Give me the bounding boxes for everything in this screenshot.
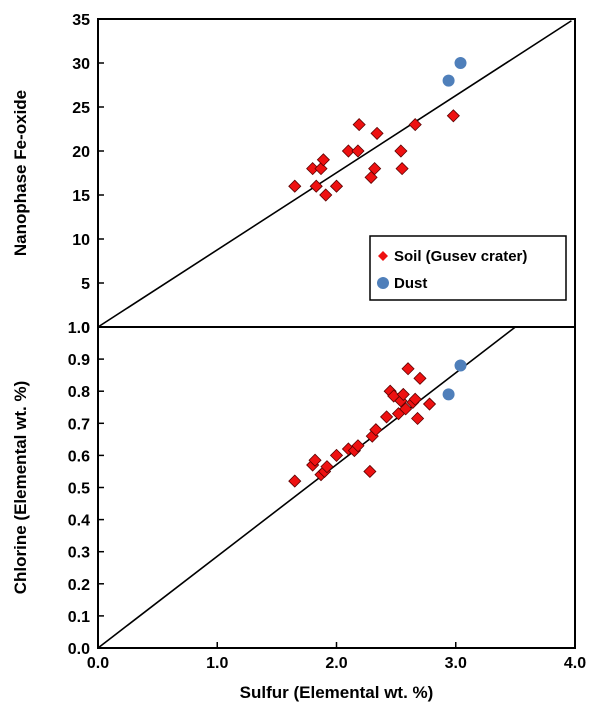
bottom-soil-point bbox=[411, 411, 425, 426]
top-soil-point bbox=[370, 126, 384, 140]
x-tick-label: 2.0 bbox=[325, 655, 347, 672]
top-y-tick-label: 30 bbox=[72, 56, 90, 73]
bottom-y-tick-label: 0.8 bbox=[68, 384, 90, 401]
top-soil-point bbox=[395, 162, 409, 176]
bottom-soil-point bbox=[422, 397, 437, 411]
top-y-axis: 0 5 10 15 20 25 30 35 bbox=[72, 12, 104, 337]
bottom-soil-point bbox=[288, 474, 302, 488]
bottom-y-tick-label: 0.5 bbox=[68, 481, 90, 498]
bottom-soil-point bbox=[380, 410, 394, 424]
bottom-y-tick-label: 0.4 bbox=[68, 513, 90, 530]
top-y-tick-label: 10 bbox=[72, 232, 90, 249]
legend-box bbox=[369, 235, 567, 301]
bottom-soil-point bbox=[413, 371, 427, 385]
bottom-soil-point bbox=[369, 423, 383, 437]
x-tick-label: 1.0 bbox=[206, 655, 228, 672]
top-dust-point bbox=[442, 74, 455, 87]
bottom-soil-point bbox=[329, 448, 344, 462]
top-soil-point bbox=[446, 109, 460, 123]
top-trend-line bbox=[97, 20, 572, 328]
bottom-soil-point bbox=[396, 387, 410, 401]
x-axis: 0.0 1.0 2.0 3.0 4.0 bbox=[87, 642, 586, 672]
bottom-soil-point bbox=[351, 439, 365, 453]
bottom-y-axis: 0.0 0.1 0.2 0.3 0.4 0.5 0.6 0.7 0.8 0.9 1.0 bbox=[68, 320, 104, 658]
bottom-y-tick-label: 0.0 bbox=[68, 641, 90, 658]
top-soil-point bbox=[319, 188, 333, 202]
top-y-tick-label: 35 bbox=[72, 12, 90, 29]
top-soil-point bbox=[341, 144, 355, 158]
top-soil-point bbox=[368, 162, 382, 176]
bottom-y-tick-label: 0.2 bbox=[68, 577, 90, 594]
top-soil-point bbox=[288, 179, 302, 193]
x-axis-title: Sulfur (Elemental wt. %) bbox=[240, 683, 434, 702]
top-soil-point bbox=[316, 153, 330, 167]
top-y-tick-label: 25 bbox=[72, 100, 90, 117]
top-panel: 0 5 10 15 20 25 30 35 Nanophase Fe-oxide Soil (… bbox=[11, 12, 576, 337]
top-soil-point bbox=[394, 144, 408, 158]
top-soil-point bbox=[408, 118, 422, 132]
bottom-soil-point bbox=[399, 402, 413, 416]
bottom-soil-point bbox=[308, 453, 322, 467]
bottom-y-tick-label: 0.7 bbox=[68, 416, 90, 433]
legend-soil-marker bbox=[378, 251, 388, 261]
top-y-tick-label: 0 bbox=[81, 320, 90, 337]
top-dust-point bbox=[454, 57, 467, 69]
bottom-y-tick-label: 0.1 bbox=[68, 609, 90, 626]
bottom-soil-point bbox=[363, 464, 377, 479]
legend-dust-marker bbox=[377, 277, 389, 289]
legend-dust-label: Dust bbox=[394, 275, 427, 292]
top-y-tick-label: 5 bbox=[81, 276, 90, 293]
top-soil-point bbox=[352, 118, 366, 132]
x-tick-label: 0.0 bbox=[87, 655, 109, 672]
bottom-dust-point bbox=[454, 359, 467, 372]
top-soil-point bbox=[351, 144, 365, 158]
bottom-panel: 0.0 0.1 0.2 0.3 0.4 0.5 0.6 0.7 0.8 0.9 1.0 0.0 1.0… bbox=[11, 320, 586, 702]
bottom-soil-point bbox=[408, 392, 422, 406]
top-y-tick-label: 20 bbox=[72, 144, 90, 161]
bottom-soil-point bbox=[401, 362, 415, 376]
bottom-plot-frame bbox=[97, 326, 576, 649]
legend: Soil (Gusev crater) Dust bbox=[369, 235, 567, 301]
bottom-y-tick-label: 0.6 bbox=[68, 448, 90, 465]
top-soil-point bbox=[329, 179, 344, 193]
top-y-axis-title: Nanophase Fe-oxide bbox=[11, 90, 30, 256]
top-y-tick-label: 15 bbox=[72, 188, 90, 205]
bottom-y-tick-label: 0.9 bbox=[68, 352, 90, 369]
bottom-y-tick-label: 1.0 bbox=[68, 320, 90, 337]
top-soil-point bbox=[309, 179, 323, 193]
bottom-y-axis-title: Chlorine (Elemental wt. %) bbox=[11, 381, 30, 594]
bottom-trend-line bbox=[97, 326, 516, 649]
legend-soil-label: Soil (Gusev crater) bbox=[394, 248, 527, 265]
bottom-y-tick-label: 0.3 bbox=[68, 545, 90, 562]
x-tick-label: 3.0 bbox=[445, 655, 467, 672]
bottom-dust-point bbox=[442, 388, 455, 401]
x-tick-label: 4.0 bbox=[564, 655, 586, 672]
bottom-soil-point bbox=[320, 460, 334, 474]
